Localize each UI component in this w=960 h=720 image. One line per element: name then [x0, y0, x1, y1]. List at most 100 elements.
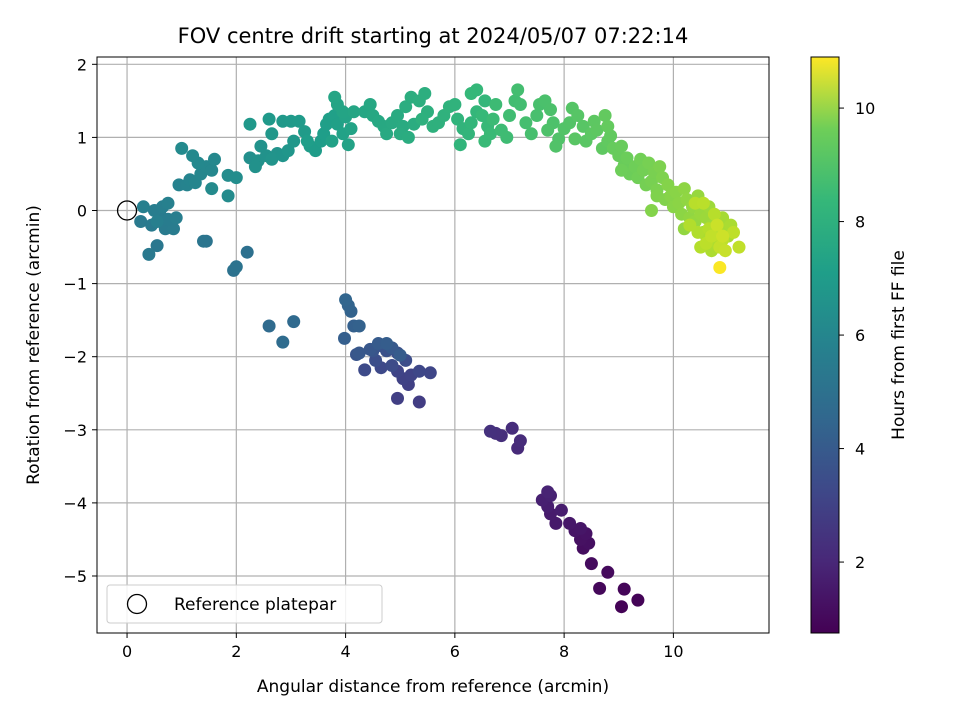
- colorbar-ticks: 2 4 6 8 10: [839, 99, 875, 572]
- grid-lines: [97, 57, 769, 633]
- data-point: [486, 112, 500, 126]
- data-point: [705, 229, 719, 243]
- data-point: [142, 247, 156, 261]
- y-axis-ticks: −5 −4 −3 −2 −1 0 1 2: [63, 55, 97, 586]
- colorbar-tick-label: 2: [855, 553, 865, 572]
- legend-label: Reference platepar: [174, 595, 336, 615]
- data-point: [489, 98, 503, 111]
- data-point: [363, 98, 377, 111]
- data-point: [309, 144, 322, 158]
- data-point: [601, 119, 615, 133]
- data-point: [645, 204, 658, 217]
- data-point: [513, 98, 527, 111]
- legend-marker-open-circle: [126, 593, 148, 615]
- data-point: [254, 139, 268, 153]
- data-point: [393, 348, 407, 362]
- data-point: [136, 200, 150, 214]
- data-point: [563, 516, 577, 530]
- data-point: [483, 127, 497, 141]
- data-point: [240, 245, 254, 259]
- data-point: [617, 582, 631, 596]
- data-point: [505, 421, 519, 435]
- data-point: [391, 391, 404, 405]
- data-point: [175, 141, 189, 155]
- data-point: [475, 109, 489, 122]
- data-point: [511, 83, 525, 97]
- data-point: [265, 152, 279, 166]
- data-point: [380, 337, 394, 350]
- data-point: [197, 234, 210, 248]
- x-tick-label: 10: [663, 642, 683, 661]
- data-point: [134, 215, 148, 228]
- data-point: [683, 218, 697, 232]
- data-point: [462, 127, 475, 141]
- data-point: [401, 130, 415, 144]
- data-point: [696, 196, 710, 210]
- y-tick-label: −1: [63, 275, 87, 294]
- data-point: [574, 522, 587, 535]
- colorbar-tick-label: 10: [855, 99, 875, 118]
- colorbar: [810, 56, 840, 634]
- data-point: [677, 182, 691, 196]
- x-tick-label: 8: [559, 642, 569, 661]
- data-point: [169, 211, 183, 225]
- data-point: [150, 215, 164, 228]
- legend: Reference platepar: [106, 584, 383, 624]
- data-point: [593, 581, 607, 595]
- data-point: [418, 87, 432, 100]
- data-points: [134, 83, 746, 614]
- data-point: [358, 363, 372, 377]
- data-point: [615, 163, 628, 177]
- reference-point-marker: [116, 200, 138, 221]
- data-point: [292, 114, 306, 128]
- x-tick-label: 2: [231, 642, 241, 661]
- data-point: [399, 100, 413, 114]
- data-point: [229, 260, 243, 274]
- data-point: [631, 593, 645, 607]
- data-point: [380, 127, 394, 141]
- data-point: [338, 331, 351, 345]
- data-point: [208, 152, 221, 166]
- data-point: [328, 90, 342, 104]
- data-point: [530, 109, 544, 122]
- data-point: [549, 516, 563, 530]
- data-point: [615, 139, 628, 153]
- data-point: [287, 315, 301, 329]
- y-axis-label: Rotation from reference (arcmin): [24, 205, 44, 485]
- data-point: [161, 196, 175, 210]
- data-point: [325, 134, 339, 148]
- data-point: [571, 109, 585, 122]
- data-point: [352, 346, 366, 360]
- data-point: [451, 112, 465, 126]
- x-tick-label: 6: [450, 642, 460, 661]
- data-point: [352, 319, 366, 333]
- colorbar-tick-label: 8: [855, 213, 865, 232]
- data-point: [615, 600, 628, 614]
- data-point: [601, 565, 615, 579]
- data-point: [281, 144, 295, 158]
- data-point: [341, 138, 355, 152]
- data-point: [549, 139, 563, 153]
- data-point: [707, 207, 721, 221]
- data-point: [598, 109, 612, 122]
- data-point: [415, 112, 429, 126]
- y-tick-label: 1: [77, 128, 87, 147]
- data-point: [470, 83, 484, 97]
- data-point: [150, 239, 164, 253]
- x-axis-label: Angular distance from reference (arcmin): [257, 677, 609, 697]
- data-point: [262, 319, 276, 333]
- colorbar-tick-label: 4: [855, 440, 865, 459]
- data-point: [483, 424, 497, 438]
- data-point: [716, 229, 730, 243]
- chart-title: FOV centre drift starting at 2024/05/07 …: [178, 24, 689, 48]
- data-point: [167, 222, 180, 236]
- data-point: [541, 485, 555, 499]
- data-point: [653, 160, 667, 174]
- data-point: [248, 160, 262, 174]
- y-tick-label: −2: [63, 348, 87, 367]
- x-axis-ticks: 0 2 4 6 8 10: [122, 633, 684, 661]
- legend-box: [106, 584, 383, 624]
- data-point: [344, 122, 358, 136]
- data-point: [544, 103, 557, 117]
- data-point: [503, 109, 516, 122]
